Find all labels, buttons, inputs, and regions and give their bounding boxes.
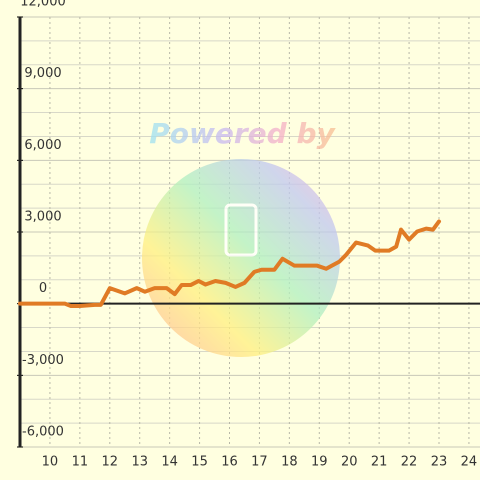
x-tick-label: 13 [131,455,148,470]
watermark-icon [224,203,258,257]
y-tick-label: 0 [39,281,47,296]
y-tick-label: 12,000 [20,0,66,10]
y-tick-label: 9,000 [24,66,61,81]
x-tick-label: 16 [221,455,238,470]
watermark-text: Powered by [149,117,336,150]
x-tick-label: 23 [431,455,448,470]
x-tick-label: 15 [191,455,208,470]
y-tick-label: 3,000 [24,210,61,225]
data-line [18,219,441,309]
x-tick-label: 24 [461,455,478,470]
plot: -6,000 -3,000 0 3,000 6,000 9,000 12,000 10 11 12… [17,0,480,470]
watermark-logo [142,159,340,357]
x-tick-label: 18 [281,455,298,470]
x-tick-label: 17 [251,455,268,470]
watermark: Powered by [142,117,340,357]
x-tick-label: 19 [311,455,328,470]
x-tick-label: 14 [161,455,178,470]
y-tick-label: 6,000 [24,138,61,153]
x-tick-label: 21 [371,455,388,470]
x-tick-label: 22 [401,455,418,470]
x-tick-label: 20 [341,455,358,470]
x-tick-label: 11 [72,455,89,470]
x-tick-label: 12 [102,455,119,470]
y-tick-label: -3,000 [22,353,64,368]
y-tick-label: -6,000 [22,425,64,440]
x-tick-label: 10 [42,455,59,470]
